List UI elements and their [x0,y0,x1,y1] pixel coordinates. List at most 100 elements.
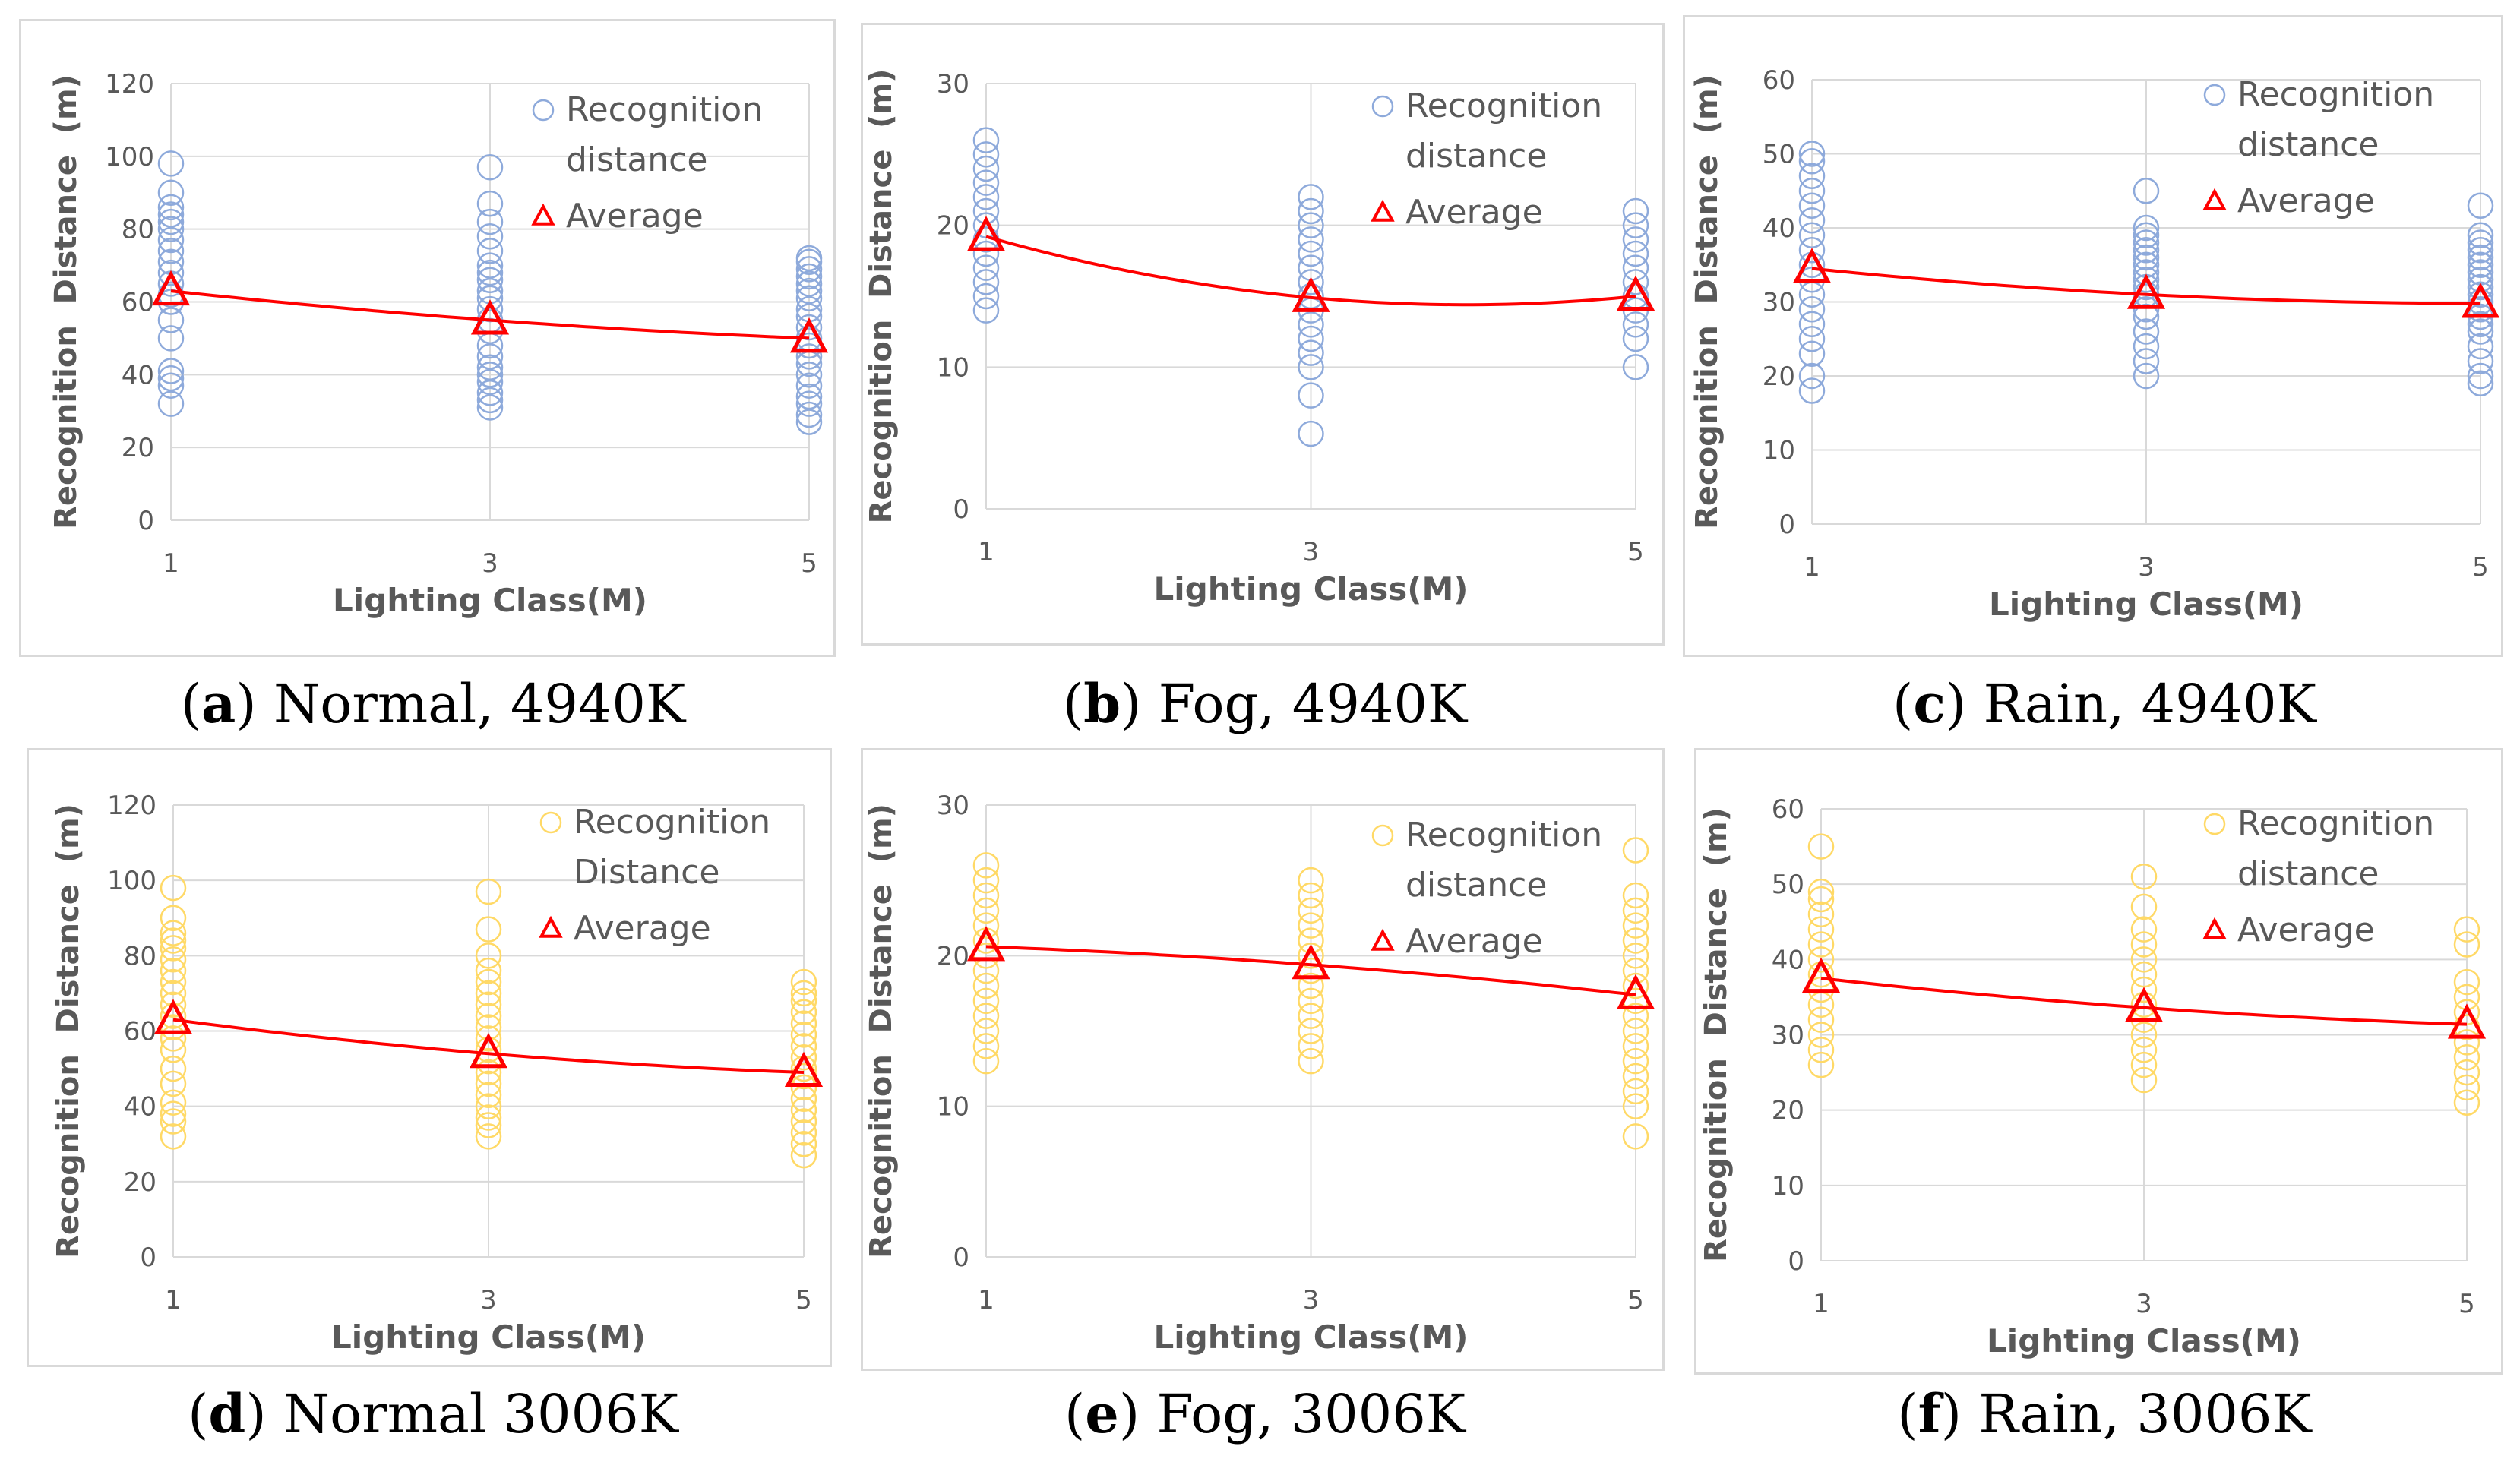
data-point [476,190,504,217]
chart-b: 0 10 20 30 1 3 5 Lighting Class(M) Recognition D… [864,69,1655,608]
data-point [1298,226,1324,253]
data-point [790,1131,817,1157]
average-trendline [170,289,810,340]
y-tick-label: 30 [1763,288,1795,318]
data-point [2467,222,2494,248]
data-point [795,263,823,290]
x-tick-label: 3 [480,1285,497,1315]
data-point [1622,226,1649,253]
data-point [1622,311,1649,338]
y-axis-title: Recognition Distance (m) [864,69,899,524]
legend-scatter-marker [539,811,562,834]
data-point [2133,244,2160,271]
x-tick-label: 3 [2136,1289,2152,1319]
x-tick-label: 1 [165,1285,182,1315]
data-point [1807,886,1835,913]
data-point [1298,897,1324,924]
data-point [475,1093,502,1119]
data-point [1807,901,1835,928]
data-point [795,277,823,305]
data-point [475,1104,502,1131]
legend-scatter-label: Recognition [1405,87,1602,125]
data-point [2133,222,2160,248]
data-point [475,991,502,1018]
data-point [1622,354,1649,380]
data-point [157,194,185,221]
legend-average-marker [2202,188,2227,210]
average-marker [784,1051,824,1088]
data-point [1622,882,1649,909]
data-point [1807,1051,1835,1078]
data-point [1798,148,1826,175]
data-point [160,1100,187,1127]
y-tick-label: 80 [122,215,154,245]
data-point [1298,269,1324,295]
caption-b: (b) Fog, 4940K [1062,672,1468,735]
x-tick-label: 3 [1303,537,1320,567]
legend-average-label: Average [1405,193,1543,232]
average-marker [153,999,193,1034]
data-point [476,285,504,311]
y-tick-label: 100 [105,142,154,172]
y-tick-label: 60 [122,288,154,318]
data-point [2467,333,2494,360]
data-point [1298,882,1324,909]
data-point [972,1033,1000,1059]
x-tick-label: 5 [1627,537,1644,567]
data-point [1798,377,1826,404]
x-tick-label: 5 [1627,1285,1644,1315]
data-point [1622,1003,1649,1029]
average-trendline [985,945,1636,996]
data-point [1798,340,1826,367]
data-point [475,968,502,996]
data-point [157,201,185,228]
data-point [475,878,502,905]
y-tick-label: 10 [937,1092,969,1123]
legend-average-marker [531,203,555,226]
data-point [972,240,1000,267]
x-tick-label: 3 [1303,1285,1320,1315]
data-point [475,1112,502,1138]
average-marker [1292,276,1330,312]
y-tick-label: 30 [937,791,969,821]
y-tick-label: 0 [138,506,154,536]
data-point [475,1003,502,1029]
data-point [475,943,502,969]
data-point [2467,348,2494,374]
data-point [2130,931,2158,958]
data-point [972,1003,1000,1029]
data-point [790,1097,817,1123]
data-point [2453,968,2480,996]
data-point [2130,1037,2158,1063]
y-tick-label: 10 [1772,1171,1804,1201]
data-point [1298,240,1324,267]
data-point [795,245,823,272]
data-point [476,368,504,396]
data-point [157,238,185,264]
data-point [157,358,185,384]
data-point [2467,281,2494,308]
y-axis-title: Recognition Distance (m) [49,74,84,529]
data-point [2467,192,2494,219]
data-point [160,920,187,946]
data-point [1298,987,1324,1015]
data-point [2467,244,2494,271]
average-marker [1792,248,1832,283]
data-point [160,1055,187,1082]
data-point [795,372,823,399]
data-point [1622,837,1649,864]
data-point [476,343,504,370]
data-point [2453,916,2480,943]
data-point [1298,184,1324,210]
data-point [972,169,1000,196]
data-point [1298,325,1324,352]
panel-d-frame [27,748,832,1367]
legend: Recognition Distance Average [539,803,770,948]
data-point [2467,251,2494,278]
data-point [1798,296,1826,323]
data-point [1298,1047,1324,1075]
data-point [160,905,187,931]
x-axis-title: Lighting Class(M) [331,1318,646,1356]
average-marker [469,1033,508,1069]
data-point [1622,325,1649,352]
